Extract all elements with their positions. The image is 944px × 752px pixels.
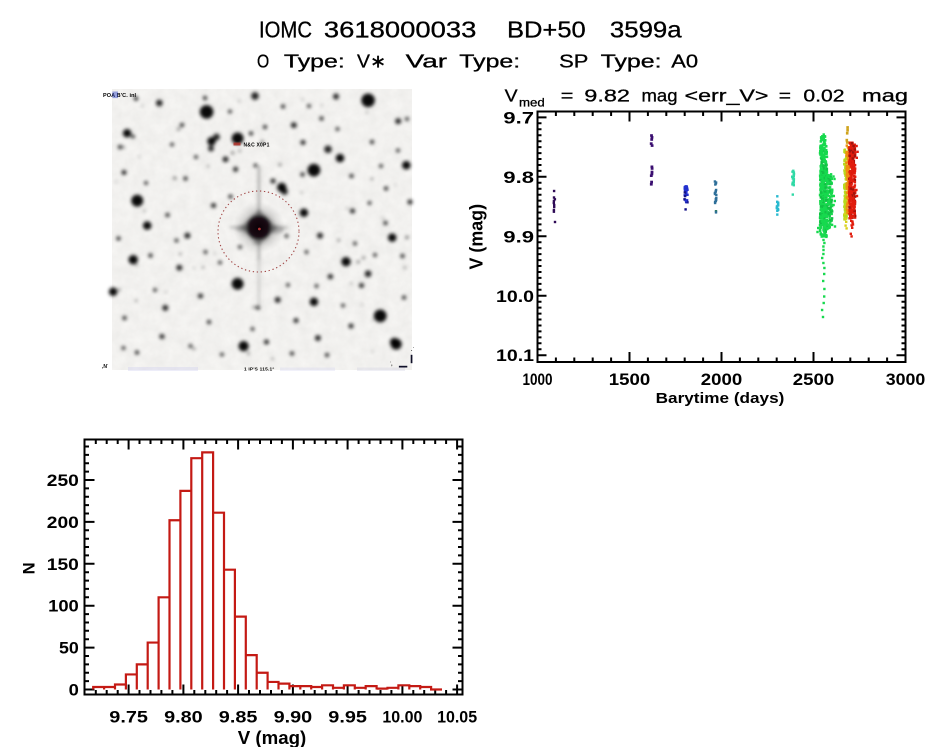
svg-text:POA B'C. inl: POA B'C. inl [103,93,137,99]
svg-text:Type:: Type: [459,51,520,72]
svg-text:100: 100 [48,598,79,616]
svg-text:250: 250 [47,472,79,490]
svg-text:ˈ,: ˈ, [390,362,394,368]
svg-text:9.75: 9.75 [109,709,148,727]
svg-text:,Nˈ: ,Nˈ [102,364,109,370]
svg-text:50: 50 [59,640,79,658]
svg-text:<err_V>: <err_V> [685,86,769,107]
svg-text:med: med [519,96,545,110]
svg-text:9.9: 9.9 [503,228,534,246]
svg-text:150: 150 [47,556,79,574]
svg-text:9.80: 9.80 [164,709,203,727]
svg-text:Var: Var [406,51,447,72]
svg-text:9.8: 9.8 [503,169,534,187]
svg-text:9.95: 9.95 [328,709,367,727]
svg-text:10.0: 10.0 [496,288,534,306]
svg-text:2000: 2000 [701,371,742,389]
svg-text:A0: A0 [671,51,698,72]
svg-text:N&C X0P1: N&C X0P1 [244,143,270,149]
svg-text:V∗: V∗ [357,51,386,72]
svg-text:9.7: 9.7 [503,109,534,127]
svg-text:=: = [561,86,574,106]
svg-text:3618000033: 3618000033 [324,16,477,42]
svg-text:9.85: 9.85 [219,709,258,727]
svg-text:10.05: 10.05 [437,709,477,727]
svg-text:9.82: 9.82 [584,86,630,106]
svg-text:3000: 3000 [886,371,926,389]
svg-text:BD+50: BD+50 [507,16,586,42]
svg-text:10.00: 10.00 [382,709,422,727]
svg-text:0: 0 [69,682,79,700]
svg-text:200: 200 [47,514,79,532]
svg-text:.ˈ: .ˈ [411,347,414,353]
svg-text:=: = [779,86,791,106]
svg-text:1500: 1500 [609,371,650,389]
svg-text:1000: 1000 [523,371,553,389]
svg-text:V (mag): V (mag) [467,204,487,270]
svg-text:mag: mag [642,86,678,106]
svg-text:V (mag): V (mag) [238,728,307,747]
svg-text:IOMC: IOMC [259,16,312,42]
svg-text:O: O [257,51,269,72]
svg-text:N: N [20,562,39,574]
svg-text:Type:: Type: [601,51,662,72]
svg-text:mag: mag [862,86,908,106]
svg-text:V: V [505,86,518,106]
svg-text:Type:: Type: [284,51,345,72]
svg-text:1 IP'S 115.1°: 1 IP'S 115.1° [244,367,274,373]
svg-text:9.90: 9.90 [274,709,313,727]
svg-text:10.1: 10.1 [496,347,534,365]
svg-text:0.02: 0.02 [803,86,844,106]
svg-text:2500: 2500 [793,371,834,389]
svg-text:SP: SP [559,51,588,72]
svg-text:Barytime (days): Barytime (days) [656,391,785,407]
svg-text:3599a: 3599a [610,16,683,42]
